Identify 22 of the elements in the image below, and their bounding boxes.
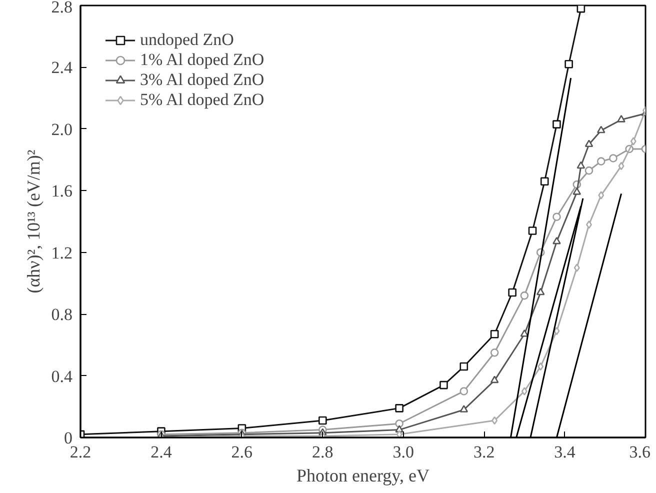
x-tick-label: 2.2 (70, 442, 92, 462)
y-tick-label: 0.4 (51, 366, 73, 386)
x-axis-title: Photon energy, eV (296, 466, 430, 486)
x-tick-label: 3.0 (392, 442, 414, 462)
y-tick-label: 1.2 (51, 243, 72, 262)
y-tick-label: 2.8 (51, 0, 72, 16)
x-tick-label: 3.4 (554, 442, 576, 462)
x-tick-label: 2.6 (231, 442, 253, 462)
legend-label: 5% Al doped ZnO (140, 90, 264, 110)
y-tick-label: 0 (64, 428, 72, 448)
x-tick-label: 3.6 (629, 442, 650, 462)
legend-label: undoped ZnO (140, 30, 234, 50)
y-tick-label: 2.4 (51, 58, 73, 78)
y-tick-label: 1.6 (51, 182, 72, 201)
y-axis-title: (αhν)², 10¹³ (eV/m)² (23, 150, 44, 294)
x-tick-label: 2.4 (150, 442, 172, 462)
legend-label: 1% Al doped ZnO (140, 50, 264, 70)
y-tick-label: 2.0 (51, 120, 72, 139)
x-tick-label: 3.2 (473, 442, 495, 462)
legend-label: 3% Al doped ZnO (140, 70, 264, 90)
y-tick-label: 0.8 (51, 305, 72, 324)
x-tick-label: 2.8 (312, 442, 334, 462)
